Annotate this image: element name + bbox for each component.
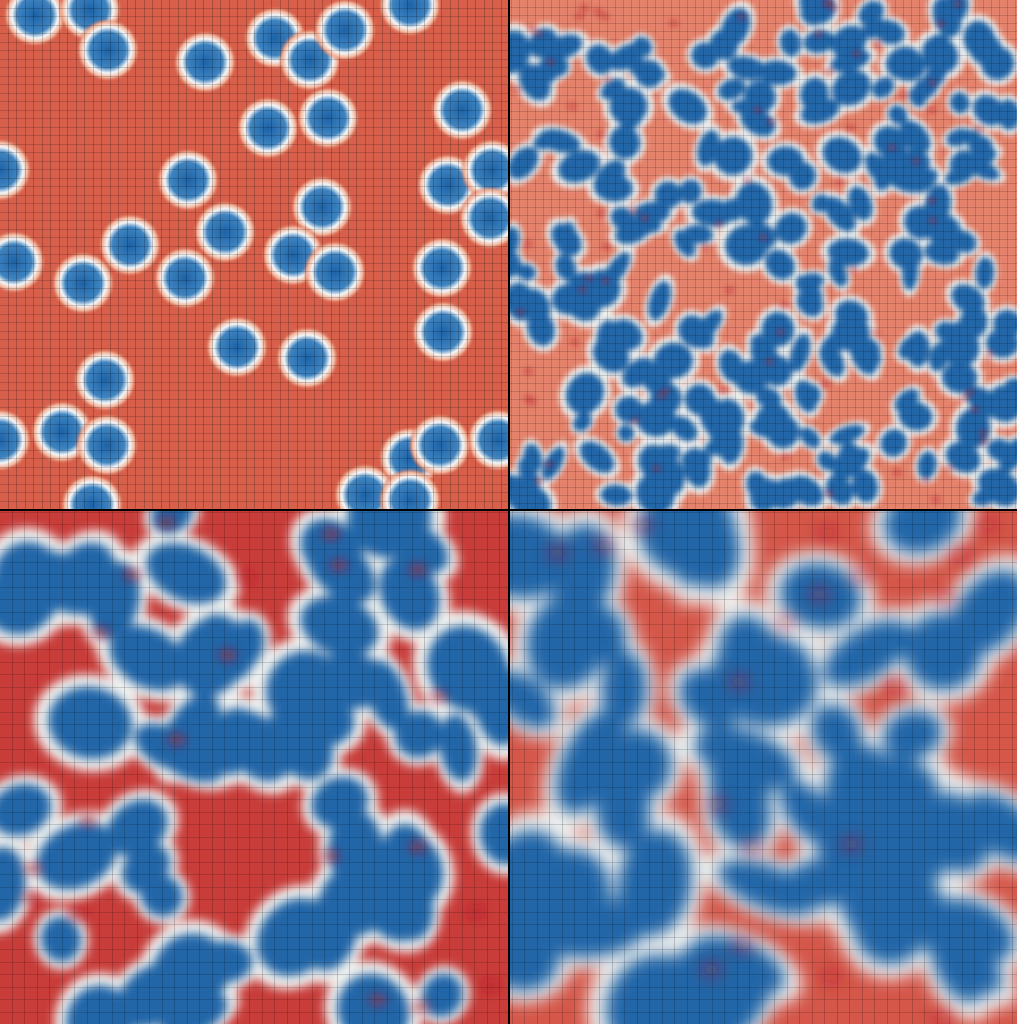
mesh <box>0 511 508 1024</box>
panel-labyrinth-fine <box>510 0 1017 509</box>
mesh <box>0 0 508 509</box>
panel-labyrinth-medium <box>0 511 508 1024</box>
divider <box>508 0 510 1024</box>
panel-spots <box>0 0 508 509</box>
mesh <box>510 0 1017 509</box>
divider <box>0 509 1017 511</box>
mesh <box>510 511 1017 1024</box>
panel-labyrinth-coarse <box>510 511 1017 1024</box>
